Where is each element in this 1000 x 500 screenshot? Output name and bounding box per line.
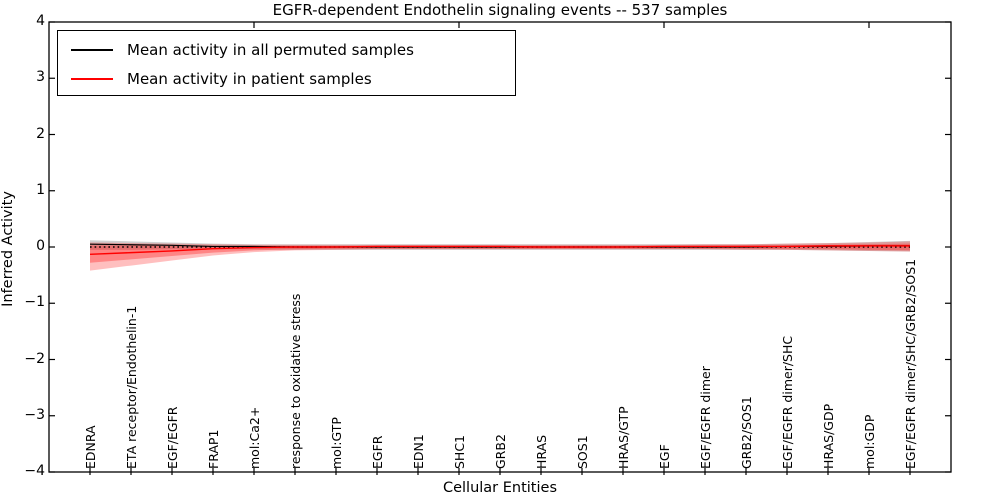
x-category-label: SHC1 xyxy=(451,434,467,469)
x-category-label: GRB2/SOS1 xyxy=(738,396,754,469)
x-category-label: EGF/EGFR dimer/SHC xyxy=(779,335,795,469)
x-category-label: response to oxidative stress xyxy=(287,293,303,469)
band-patient-range-outer xyxy=(90,241,910,271)
x-category-label: EGF/EGFR xyxy=(164,406,180,469)
legend: Mean activity in all permuted samples Me… xyxy=(57,30,516,96)
y-tick-label: 4 xyxy=(36,13,45,29)
x-category-label: EGF/EGFR dimer/SHC/GRB2/SOS1 xyxy=(902,258,918,469)
x-category-label: HRAS xyxy=(533,434,549,469)
x-category-label: EGF xyxy=(656,444,672,469)
x-category-label: HRAS/GTP xyxy=(615,406,631,469)
x-category-label: ETA receptor/Endothelin-1 xyxy=(123,305,139,469)
x-category-label: SOS1 xyxy=(574,435,590,469)
y-tick-label: −4 xyxy=(24,463,45,479)
legend-label: Mean activity in patient samples xyxy=(127,69,372,88)
permuted-line-swatch xyxy=(71,48,113,51)
band-patient-range-inner xyxy=(90,243,910,263)
y-tick-label: −3 xyxy=(24,406,45,423)
x-category-label: mol:Ca2+ xyxy=(246,406,262,469)
x-category-label: EGFR xyxy=(369,435,385,469)
legend-item-patient: Mean activity in patient samples xyxy=(58,64,515,93)
x-category-label: EGF/EGFR dimer xyxy=(697,366,713,469)
legend-label: Mean activity in all permuted samples xyxy=(127,40,414,59)
y-tick-label: 2 xyxy=(36,125,45,142)
y-tick-label: 1 xyxy=(36,181,45,198)
x-category-label: HRAS/GDP xyxy=(820,403,836,469)
patient-line-swatch xyxy=(71,77,113,80)
chart-title: EGFR-dependent Endothelin signaling even… xyxy=(272,1,728,19)
legend-item-permuted: Mean activity in all permuted samples xyxy=(58,35,515,64)
x-category-label: mol:GTP xyxy=(328,417,344,469)
x-category-label: GRB2 xyxy=(492,434,508,469)
x-category-label: mol:GDP xyxy=(861,414,877,469)
y-tick-label: −2 xyxy=(24,350,45,367)
patient-mean-line xyxy=(89,245,910,256)
y-tick-label: −1 xyxy=(24,294,45,311)
x-category-label: EDNRA xyxy=(82,425,98,469)
x-category-label: EDN1 xyxy=(410,434,426,469)
y-tick-label: 3 xyxy=(36,69,45,86)
x-category-label: FRAP1 xyxy=(205,429,221,469)
y-tick-label: 0 xyxy=(36,238,45,254)
x-axis-title: Cellular Entities xyxy=(442,480,558,496)
